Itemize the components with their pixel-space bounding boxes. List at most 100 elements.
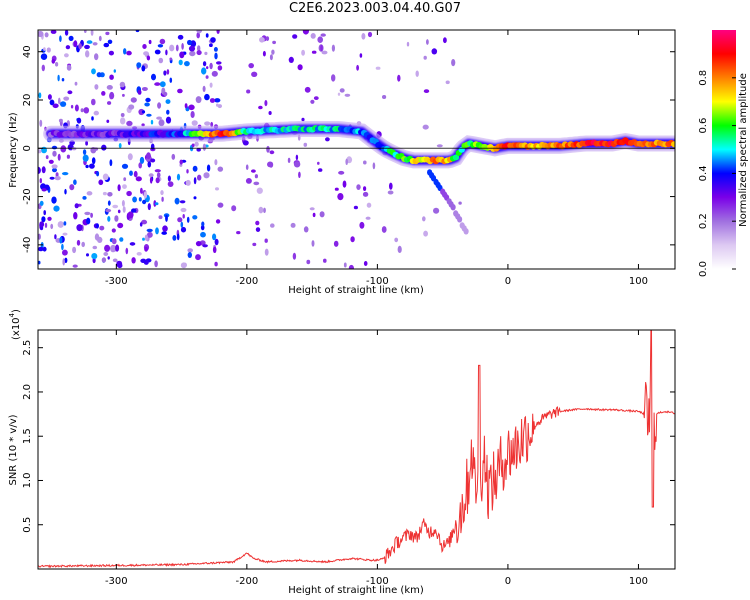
heatmap-noise-cell — [144, 246, 149, 252]
heatmap-noise-cell — [72, 246, 77, 254]
heatmap-noise-cell — [90, 212, 93, 218]
heatmap-noise-cell — [320, 44, 323, 52]
heatmap-noise-cell — [91, 98, 96, 106]
heatmap-noise-cell — [110, 244, 117, 253]
heatmap-noise-cell — [143, 51, 149, 56]
heatmap-noise-cell — [117, 263, 123, 269]
heatmap-noise-cell — [319, 211, 325, 218]
snr-scale-open: (x10 — [11, 317, 22, 340]
heatmap-noise-cell — [204, 51, 208, 56]
heatmap-noise-cell — [433, 207, 440, 214]
heatmap-noise-cell — [131, 257, 136, 264]
heatmap-branch-cell — [457, 216, 463, 223]
heatmap-noise-cell — [43, 210, 46, 216]
heatmap-noise-cell — [119, 81, 126, 88]
heatmap-noise-cell — [51, 145, 58, 150]
heatmap-noise-cell — [209, 43, 213, 47]
heatmap-noise-cell — [231, 205, 237, 212]
heatmap-noise-cell — [118, 143, 122, 149]
heatmap-noise-cell — [287, 157, 291, 163]
heatmap-noise-cell — [423, 89, 430, 93]
heatmap-noise-cell — [144, 234, 148, 241]
snr-y-tick-label: 0.5 — [22, 517, 33, 533]
heatmap-noise-cell — [204, 121, 211, 126]
heatmap-noise-cell — [43, 47, 46, 51]
heatmap-noise-cell — [52, 150, 57, 157]
heatmap-noise-cell — [363, 160, 367, 165]
heatmap-noise-cell — [195, 241, 202, 247]
heatmap-noise-cell — [177, 88, 183, 94]
heatmap-noise-cell — [92, 245, 98, 250]
heatmap-noise-cell — [196, 50, 202, 56]
heatmap-noise-cell — [215, 187, 219, 191]
heatmap-noise-cell — [163, 92, 168, 96]
heatmap-noise-cell — [214, 261, 218, 267]
heatmap-noise-cell — [109, 74, 114, 80]
heatmap-noise-cell — [131, 208, 137, 213]
heatmap-noise-cell — [211, 70, 218, 77]
heatmap-x-label: Height of straight line (km) — [288, 285, 424, 296]
heatmap-noise-cell — [72, 264, 78, 268]
heatmap-noise-cell — [363, 186, 367, 192]
heatmap-noise-cell — [146, 113, 152, 117]
heatmap-noise-cell — [348, 264, 354, 269]
heatmap-noise-cell — [366, 202, 372, 208]
colorbar-tick-label: 0.2 — [698, 213, 709, 229]
heatmap-noise-cell — [102, 173, 109, 181]
heatmap-noise-cell — [188, 45, 196, 52]
heatmap-noise-cell — [337, 92, 341, 96]
heatmap-noise-cell — [216, 30, 220, 34]
heatmap-noise-cell — [210, 37, 216, 43]
heatmap-noise-cell — [82, 154, 89, 162]
heatmap-noise-cell — [139, 156, 145, 164]
heatmap-noise-cell — [248, 63, 254, 69]
heatmap-noise-cell — [180, 226, 187, 233]
heatmap-noise-cell — [426, 39, 429, 45]
heatmap-noise-cell — [166, 69, 170, 75]
heatmap-noise-cell — [64, 188, 67, 195]
heatmap-noise-cell — [165, 116, 172, 124]
heatmap-noise-cell — [263, 207, 266, 213]
heatmap-noise-cell — [98, 179, 104, 186]
heatmap-noise-cell — [86, 253, 89, 257]
heatmap-noise-cell — [61, 243, 64, 251]
heatmap-noise-cell — [214, 159, 218, 166]
heatmap-noise-cell — [138, 197, 142, 202]
heatmap-noise-cell — [90, 30, 94, 36]
heatmap-noise-cell — [182, 214, 185, 219]
heatmap-branch-cell — [463, 228, 469, 235]
heatmap-noise-cell — [436, 144, 443, 148]
chart-title: C2E6.2023.003.04.40.G07 — [288, 1, 462, 16]
snr-scale-note: (x104) — [8, 309, 22, 340]
heatmap-noise-cell — [122, 93, 125, 97]
heatmap-noise-cell — [359, 53, 363, 58]
heatmap-noise-cell — [135, 30, 140, 33]
heatmap-noise-cell — [157, 44, 164, 48]
heatmap-noise-cell — [180, 221, 184, 228]
heatmap-noise-cell — [111, 228, 116, 233]
heatmap-noise-cell — [375, 66, 381, 70]
heatmap-noise-cell — [209, 62, 213, 70]
heatmap-noise-cell — [39, 178, 42, 184]
heatmap-noise-cell — [254, 174, 258, 179]
heatmap-noise-cell — [303, 226, 309, 233]
heatmap-noise-cell — [196, 30, 203, 34]
heatmap-noise-cell — [200, 224, 205, 231]
heatmap-noise-cell — [101, 91, 106, 96]
heatmap-noise-cell — [264, 100, 268, 107]
snr-scale-exponent: 4 — [8, 312, 16, 317]
heatmap-noise-cell — [96, 171, 100, 177]
heatmap-noise-cell — [107, 192, 113, 197]
heatmap-noise-cell — [213, 47, 218, 52]
heatmap-noise-cell — [197, 45, 201, 52]
heatmap-noise-cell — [195, 254, 201, 261]
heatmap-noise-cell — [148, 173, 154, 178]
heatmap-noise-cell — [258, 206, 264, 214]
heatmap-noise-cell — [191, 143, 195, 148]
heatmap-noise-cell — [40, 53, 48, 60]
heatmap-noise-cell — [196, 148, 201, 152]
heatmap-noise-cell — [151, 73, 156, 81]
heatmap-noise-cell — [41, 64, 45, 72]
colorbar-axis: 0.0 0.2 0.4 0.6 0.8 — [698, 70, 736, 277]
